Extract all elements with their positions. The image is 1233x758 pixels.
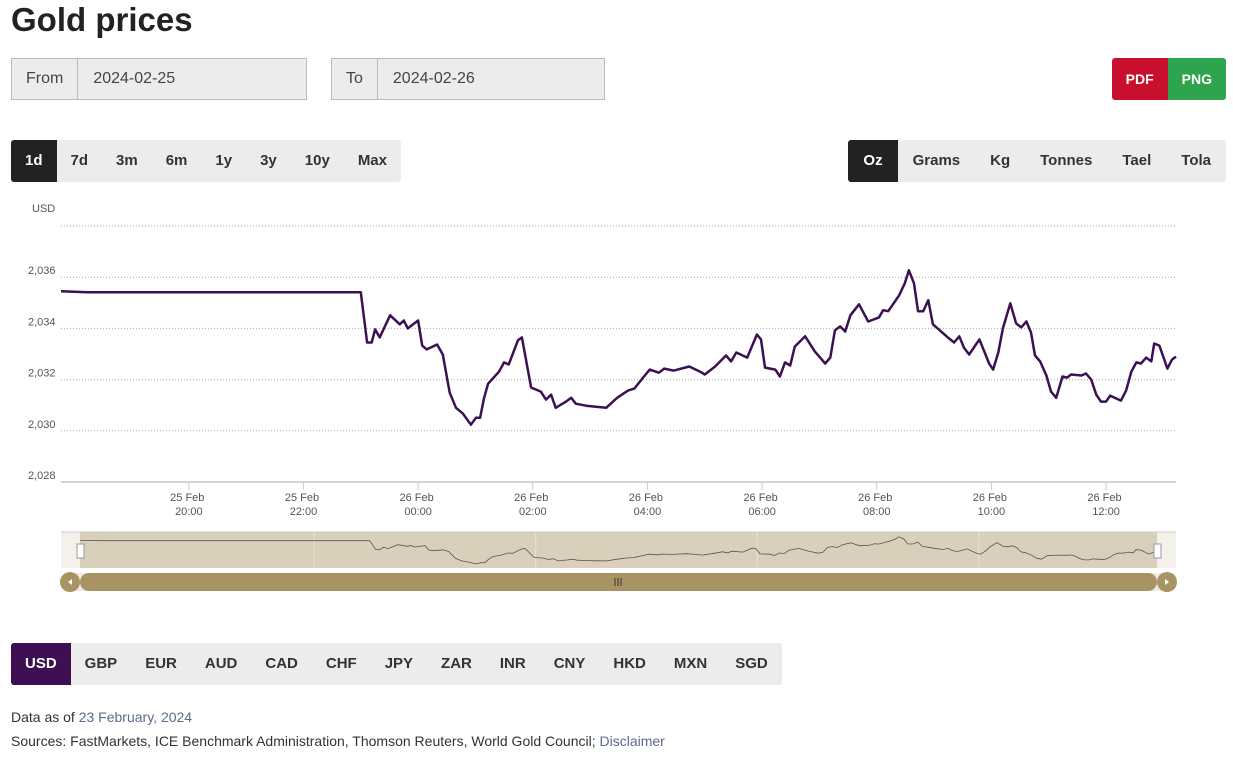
sources: Sources: FastMarkets, ICE Benchmark Admi… — [11, 733, 665, 749]
x-tick-label: 26 Feb 02:00 — [514, 492, 551, 518]
currency-button[interactable]: INR — [499, 655, 526, 672]
x-tick-label: 26 Feb 12:00 — [1087, 492, 1124, 518]
to-field[interactable]: To 2024-02-26 — [331, 58, 605, 100]
to-input[interactable]: 2024-02-26 — [392, 70, 475, 87]
y-tick-label: 2,028 — [28, 470, 56, 482]
range-button[interactable]: Max — [357, 152, 387, 169]
export-button[interactable]: PDF — [1111, 58, 1168, 100]
from-input[interactable]: 2024-02-25 — [93, 70, 176, 87]
navigator-line — [79, 536, 1158, 565]
from-field[interactable]: From 2024-02-25 — [11, 58, 307, 100]
navigator-handle[interactable] — [76, 543, 85, 559]
x-tick-label: 25 Feb 20:00 — [170, 492, 207, 518]
currency-button[interactable]: CHF — [325, 655, 357, 672]
currency-buttons: USD GBP EUR AUD CAD CHF JPY ZAR INR CNY HKD MXN SGD — [11, 643, 782, 685]
range-button[interactable]: 1d — [11, 140, 57, 182]
currency-button[interactable]: MXN — [673, 655, 708, 672]
sources-text: Sources: FastMarkets, ICE Benchmark Admi… — [11, 733, 596, 749]
unit-button[interactable]: Tola — [1181, 152, 1211, 169]
export-button[interactable]: PNG — [1167, 58, 1226, 100]
range-button[interactable]: 6m — [165, 152, 188, 169]
range-button[interactable]: 1y — [215, 152, 233, 169]
x-tick-label: 26 Feb 10:00 — [973, 492, 1010, 518]
x-tick-label: 26 Feb 08:00 — [858, 492, 895, 518]
to-label: To — [332, 59, 378, 99]
currency-button[interactable]: EUR — [145, 655, 177, 672]
currency-button[interactable]: CAD — [265, 655, 298, 672]
y-axis-label: USD — [32, 203, 55, 215]
currency-button[interactable]: CNY — [553, 655, 586, 672]
range-button[interactable]: 3m — [116, 152, 138, 169]
unit-buttons: Oz Grams Kg Tonnes Tael Tola — [848, 140, 1226, 182]
currency-button[interactable]: ZAR — [441, 655, 472, 672]
data-as-of-label: Data as of — [11, 709, 75, 725]
unit-button[interactable]: Tael — [1122, 152, 1152, 169]
y-tick-label: 2,034 — [28, 316, 56, 328]
currency-button[interactable]: AUD — [204, 655, 238, 672]
x-tick-label: 26 Feb 00:00 — [399, 492, 436, 518]
y-tick-label: 2,036 — [28, 265, 56, 277]
x-tick-label: 25 Feb 22:00 — [285, 492, 322, 518]
price-line — [60, 269, 1177, 426]
from-label: From — [12, 59, 79, 99]
currency-button[interactable]: GBP — [84, 655, 118, 672]
x-tick-label: 26 Feb 06:00 — [743, 492, 780, 518]
page-title: Gold prices — [11, 1, 193, 38]
range-buttons: 1d 7d 3m 6m 1y 3y 10y Max — [11, 140, 401, 182]
currency-button[interactable]: USD — [11, 643, 71, 685]
chart: USD 2,028 2,030 2,032 2,034 2,036 25 Feb 20:0… — [28, 203, 1177, 592]
y-tick-label: 2,032 — [28, 368, 56, 380]
unit-button[interactable]: Kg — [990, 152, 1011, 169]
navigator-selection — [80, 532, 1157, 568]
scroll-arrow — [68, 579, 72, 585]
unit-button[interactable]: Grams — [912, 152, 961, 169]
currency-button[interactable]: JPY — [384, 655, 414, 672]
y-tick-label: 2,030 — [28, 419, 56, 431]
x-tick-label: 26 Feb 04:00 — [629, 492, 666, 518]
range-button[interactable]: 3y — [260, 152, 277, 169]
range-button[interactable]: 7d — [70, 152, 89, 169]
range-button[interactable]: 10y — [304, 152, 330, 169]
data-as-of: Data as of 23 February, 2024 — [11, 709, 192, 725]
currency-button[interactable]: SGD — [735, 655, 768, 672]
scroll-arrow — [1165, 579, 1169, 585]
currency-button[interactable]: HKD — [613, 655, 646, 672]
disclaimer-link[interactable]: Disclaimer — [599, 733, 665, 749]
navigator-handle[interactable] — [1153, 543, 1162, 559]
unit-button[interactable]: Tonnes — [1040, 152, 1093, 169]
export-buttons: PDF PNG — [1111, 58, 1226, 100]
data-as-of-date: 23 February, 2024 — [78, 709, 193, 725]
unit-button[interactable]: Oz — [848, 140, 898, 182]
